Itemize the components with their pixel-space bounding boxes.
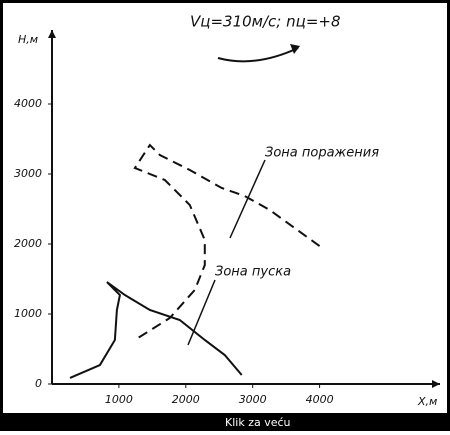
y-tick-label: 1000 (14, 307, 42, 320)
x-tick-label: 1000 (105, 393, 133, 406)
plot-background (3, 3, 447, 413)
y-tick-label: 0 (35, 377, 42, 390)
zone-curve (133, 143, 321, 339)
caption: Klik za veću (225, 416, 291, 429)
leader-line (187, 279, 216, 346)
x-tick-label: 2000 (172, 393, 200, 406)
zone-label: Зона пуска (215, 265, 291, 280)
x-axis-label: X,м (417, 395, 437, 408)
leader-line (229, 159, 266, 239)
x-tick-label: 3000 (239, 393, 267, 406)
x-tick-label: 4000 (306, 393, 334, 406)
y-tick-label: 3000 (14, 167, 42, 180)
chart-title: Vц=310м/с; nц=+8 (190, 13, 341, 31)
zone-curve (69, 281, 243, 379)
y-axis-label: H,м (18, 33, 38, 46)
zone-label: Зона поражения (265, 146, 379, 161)
decor-arrowhead (290, 44, 300, 54)
decor-arrow (217, 47, 299, 63)
y-tick-label: 4000 (14, 97, 42, 110)
y-tick-label: 2000 (14, 237, 42, 250)
